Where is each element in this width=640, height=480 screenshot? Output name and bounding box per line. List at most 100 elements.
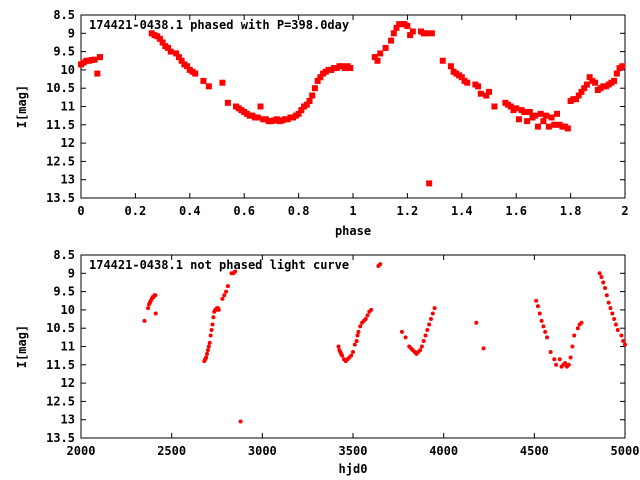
data-point <box>583 81 590 88</box>
y-axis-title: I[mag] <box>15 85 29 128</box>
data-point <box>575 92 582 99</box>
data-point <box>349 353 354 358</box>
data-point <box>623 342 627 347</box>
x-tick-label: 3000 <box>248 444 277 458</box>
x-tick-label: 4500 <box>520 444 549 458</box>
data-point <box>548 114 555 121</box>
data-point <box>388 37 395 44</box>
data-point <box>604 293 609 298</box>
data-point <box>355 333 360 338</box>
data-point <box>572 333 577 338</box>
unphased-light-curve-panel: 2000 2500 3000 3500 4000 4500 5000 8.5 9 9.5 10 10.… <box>15 248 639 476</box>
data-point <box>515 116 522 123</box>
data-point <box>481 346 486 351</box>
data-point <box>204 355 209 360</box>
y-tick-label: 11 <box>61 100 75 114</box>
data-point <box>621 339 626 344</box>
x-tick-label: 2 <box>621 204 628 218</box>
data-point <box>314 77 321 84</box>
y-tick-label: 12 <box>61 376 75 390</box>
data-point <box>474 320 479 325</box>
data-point <box>175 54 182 61</box>
x-tick-label: 1.4 <box>451 204 473 218</box>
data-point <box>554 110 560 117</box>
data-point <box>303 101 310 108</box>
data-point <box>564 125 571 132</box>
x-tick-label: 0.6 <box>233 204 255 218</box>
data-point <box>97 54 104 61</box>
data-point <box>354 339 359 344</box>
data-point <box>340 353 345 358</box>
data-point <box>483 92 490 99</box>
data-point <box>579 320 584 325</box>
y-tick-label: 11.5 <box>46 358 75 372</box>
x-tick-label: 0.8 <box>288 204 310 218</box>
data-point <box>539 318 544 323</box>
data-point <box>513 105 520 112</box>
data-point <box>309 92 316 99</box>
chart-title: 174421-0438.1 phased with P=398.0day <box>89 18 349 32</box>
data-point <box>211 315 216 320</box>
data-point <box>551 121 558 128</box>
data-point <box>409 28 416 35</box>
phased-light-curve-panel: 0 0.2 0.4 0.6 0.8 1 1.2 1.4 1.6 1.8 2 8.5 9 9.5 10 10.5… <box>15 8 629 238</box>
y-tick-label: 12 <box>61 136 75 150</box>
data-point <box>486 88 492 95</box>
x-tick-label: 3500 <box>339 444 368 458</box>
data-point <box>224 289 229 294</box>
chart-title: 174421-0438.1 not phased light curve <box>89 258 349 272</box>
x-tick-label: 2000 <box>67 444 96 458</box>
data-point <box>222 293 227 298</box>
data-point <box>491 103 498 110</box>
data-point <box>173 50 180 57</box>
data-point <box>200 77 207 84</box>
data-point <box>545 123 552 130</box>
y-tick-label: 9.5 <box>53 285 75 299</box>
data-point <box>378 262 383 267</box>
data-point <box>257 103 264 110</box>
data-point <box>573 96 580 103</box>
data-point <box>205 83 212 90</box>
data-point <box>439 57 446 64</box>
data-point <box>419 344 424 349</box>
x-axis-title: phase <box>335 224 371 238</box>
data-point <box>423 333 428 338</box>
data-point <box>382 44 389 51</box>
data-point <box>477 90 484 97</box>
data-point <box>390 30 397 37</box>
data-point <box>540 118 547 125</box>
data-point <box>563 360 568 365</box>
x-tick-label: 0 <box>77 204 84 218</box>
data-point <box>552 357 557 362</box>
data-point <box>592 79 599 86</box>
data-point <box>347 65 354 72</box>
y-tick-label: 10 <box>61 63 75 77</box>
data-point <box>421 339 426 344</box>
data-point <box>586 74 593 81</box>
data-point <box>612 317 617 322</box>
data-point <box>613 70 620 77</box>
data-point <box>407 32 414 39</box>
data-point <box>207 340 212 345</box>
data-point <box>615 328 620 333</box>
y-tick-label: 12.5 <box>46 394 75 408</box>
data-point <box>537 311 542 316</box>
data-point <box>220 296 225 301</box>
data-point <box>369 307 374 312</box>
data-point <box>311 85 318 92</box>
data-point <box>374 57 381 64</box>
plot-frame <box>80 254 626 439</box>
data-point <box>351 349 355 354</box>
data-point <box>534 123 541 130</box>
data-point <box>363 317 368 322</box>
x-tick-label: 1.2 <box>397 204 419 218</box>
data-point <box>427 322 432 327</box>
x-tick-label: 2500 <box>157 444 186 458</box>
data-point <box>597 271 602 276</box>
data-point <box>167 48 174 55</box>
data-point <box>225 284 230 289</box>
data-point <box>458 74 465 81</box>
data-point <box>403 335 408 340</box>
data-point <box>404 22 411 29</box>
